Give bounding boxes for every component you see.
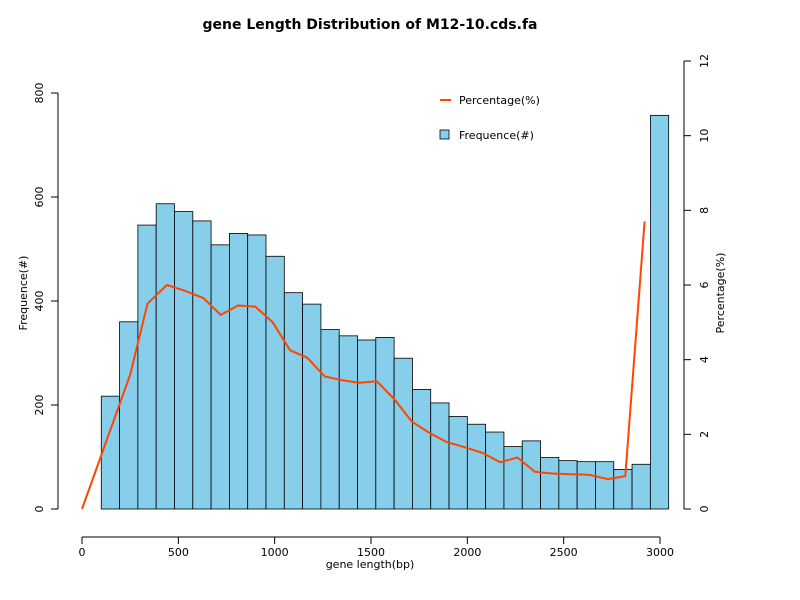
histogram-bar xyxy=(558,460,578,510)
y-tick-label: 200 xyxy=(33,395,46,416)
legend-line-label: Percentage(%) xyxy=(459,94,540,107)
y-axis-left: 0 200 400 600 800 xyxy=(33,83,59,513)
histogram-bar xyxy=(283,292,304,510)
x-axis: 0 500 1000 1500 2000 2500 3000 xyxy=(79,536,674,559)
histogram-bar xyxy=(631,463,651,510)
histogram-bar xyxy=(247,234,267,510)
histogram-bar xyxy=(320,329,340,510)
x-tick-label: 2500 xyxy=(550,546,578,559)
histogram-bar xyxy=(192,220,212,510)
y2-tick-label: 8 xyxy=(698,207,711,214)
y2-tick-label: 0 xyxy=(698,506,711,513)
y-tick-label: 600 xyxy=(33,187,46,208)
legend: Percentage(%) Frequence(#) xyxy=(439,94,540,142)
bars-group xyxy=(100,114,670,510)
legend-bar-label: Frequence(#) xyxy=(459,129,534,142)
histogram-bar xyxy=(228,232,249,510)
y-tick-label: 400 xyxy=(33,291,46,312)
x-tick-label: 1000 xyxy=(261,546,289,559)
y2-tick-label: 12 xyxy=(698,54,711,68)
histogram-bar xyxy=(119,321,139,510)
y2-tick-label: 2 xyxy=(698,431,711,438)
histogram-bar xyxy=(338,335,358,510)
histogram-bar xyxy=(595,461,615,510)
y2-axis-label: Percentage(%) xyxy=(714,253,727,334)
histogram-bar xyxy=(393,357,413,510)
x-axis-label: gene length(bp) xyxy=(326,558,415,571)
y2-tick-label: 10 xyxy=(698,129,711,143)
histogram-bar xyxy=(613,469,633,510)
histogram-bar xyxy=(576,461,596,510)
x-tick-label: 0 xyxy=(79,546,86,559)
legend-bar-swatch xyxy=(439,129,450,140)
y2-tick-label: 6 xyxy=(698,282,711,289)
histogram-bar xyxy=(412,388,432,510)
histogram-bar xyxy=(503,446,523,510)
y-axis-label: Frequence(#) xyxy=(17,256,30,331)
x-tick-label: 500 xyxy=(168,546,189,559)
chart-title: gene Length Distribution of M12-10.cds.f… xyxy=(203,17,538,33)
histogram-bar xyxy=(137,224,157,510)
histogram-bar xyxy=(210,244,230,510)
percentage-line xyxy=(81,221,646,510)
histogram-bar xyxy=(649,114,670,510)
histogram-bar xyxy=(430,402,450,510)
x-tick-label: 2000 xyxy=(453,546,481,559)
histogram-bar xyxy=(448,416,468,510)
percentage-line-group xyxy=(81,221,646,510)
x-tick-label: 1500 xyxy=(357,546,385,559)
y-tick-label: 0 xyxy=(33,506,46,513)
histogram-bar xyxy=(521,440,541,510)
histogram-bar xyxy=(375,336,395,510)
histogram-bar xyxy=(466,423,487,510)
histogram-bar xyxy=(302,303,322,510)
histogram-bar xyxy=(540,457,560,510)
histogram-bar xyxy=(174,211,194,510)
histogram-bar xyxy=(265,255,285,510)
histogram-bar xyxy=(485,431,505,510)
y2-tick-label: 4 xyxy=(698,356,711,363)
y-tick-label: 800 xyxy=(33,83,46,104)
histogram-bar xyxy=(357,339,377,510)
histogram-bar xyxy=(155,203,175,510)
x-tick-label: 3000 xyxy=(646,546,674,559)
y-axis-right: 0 2 4 6 8 10 12 xyxy=(683,54,711,513)
